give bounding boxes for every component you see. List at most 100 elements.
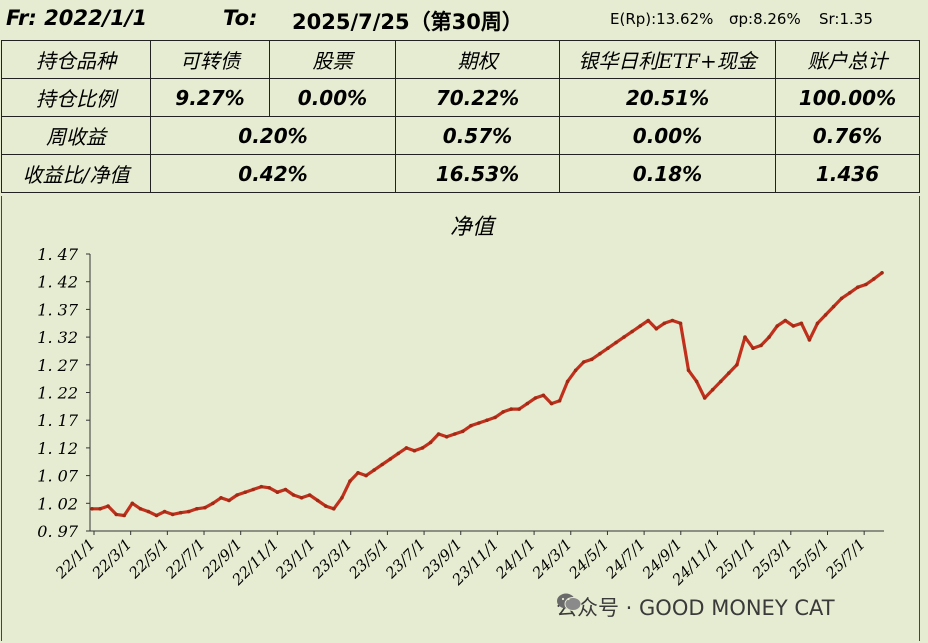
nav-data-point xyxy=(622,335,626,339)
nav-data-point xyxy=(525,401,530,406)
nav-data-point xyxy=(444,435,449,439)
nav-data-point xyxy=(791,324,796,328)
table-cell: 0.42% xyxy=(150,154,396,193)
nav-data-point xyxy=(831,304,836,309)
nav-data-point xyxy=(598,351,602,356)
nav-data-point xyxy=(638,324,642,328)
x-tick-label: 22/1/1 xyxy=(51,535,99,583)
row-label: 持仓比例 xyxy=(1,78,151,117)
nav-data-point xyxy=(775,324,779,328)
header-cell: 可转债 xyxy=(150,40,270,79)
nav-data-point xyxy=(291,493,296,497)
nav-data-point xyxy=(203,505,207,510)
nav-data-point xyxy=(219,496,223,500)
y-tick-label: 1. 02 xyxy=(37,494,78,513)
wechat-icon xyxy=(557,593,582,611)
nav-data-point xyxy=(251,487,255,492)
table-cell: 1.436 xyxy=(775,154,920,193)
nav-data-point xyxy=(380,462,385,467)
nav-data-point xyxy=(848,291,852,295)
x-tick-label: 22/5/1 xyxy=(125,535,173,583)
nav-data-point xyxy=(436,432,441,436)
nav-data-point xyxy=(509,407,513,411)
nav-data-point xyxy=(195,507,199,511)
x-tick-label: 25/7/1 xyxy=(821,535,869,583)
nav-data-point xyxy=(114,512,118,517)
nav-data-point xyxy=(662,321,667,326)
y-tick-label: 1. 47 xyxy=(37,245,79,264)
nav-data-point xyxy=(541,393,546,398)
nav-data-point xyxy=(864,282,868,287)
header-cell: 股票 xyxy=(269,40,396,79)
nav-data-point xyxy=(178,510,183,515)
nav-data-point xyxy=(517,407,521,411)
nav-data-point xyxy=(170,512,175,517)
table-cell: 0.18% xyxy=(559,154,776,193)
nav-data-point xyxy=(275,490,280,495)
nav-data-point xyxy=(815,321,820,326)
nav-data-point xyxy=(332,507,336,511)
nav-data-point xyxy=(767,335,771,339)
nav-data-point xyxy=(186,509,191,514)
weekly-return-row: 周收益 0.20% 0.57% 0.00% 0.76% xyxy=(1,116,920,155)
x-tick-label: 22/3/1 xyxy=(88,535,136,583)
nav-data-point xyxy=(614,340,618,345)
table-cell: 100.00% xyxy=(775,78,920,117)
nav-data-point xyxy=(469,423,473,428)
nav-data-point xyxy=(324,504,328,508)
table-cell: 20.51% xyxy=(559,78,776,117)
nav-data-point xyxy=(453,432,457,436)
table-cell: 16.53% xyxy=(395,154,560,193)
nav-data-point xyxy=(727,371,731,375)
nav-data-point xyxy=(146,509,151,514)
portfolio-table: 持仓品种 可转债 股票 期权 银华日利ETF+现金 账户总计 持仓比例 9.27… xyxy=(1,40,920,193)
nav-data-point xyxy=(590,357,594,362)
nav-data-point xyxy=(493,415,497,420)
nav-data-point xyxy=(138,507,143,511)
nav-data-point xyxy=(751,346,755,350)
table-cell: 0.00% xyxy=(269,78,396,117)
nav-data-point xyxy=(211,501,215,506)
nav-data-point xyxy=(477,421,481,425)
nav-data-point xyxy=(364,473,368,478)
y-tick-label: 0. 97 xyxy=(37,522,79,541)
nav-data-point xyxy=(307,493,312,497)
nav-data-point xyxy=(90,507,94,511)
nav-data-point xyxy=(340,496,344,500)
nav-data-point xyxy=(686,368,691,373)
y-tick-label: 1. 12 xyxy=(37,439,78,458)
y-tick-label: 1. 17 xyxy=(37,411,79,430)
row-label: 周收益 xyxy=(1,116,151,155)
volatility: σp:8.26% xyxy=(729,10,801,28)
position-row: 持仓比例 9.27% 0.00% 70.22% 20.51% 100.00% xyxy=(1,78,920,117)
nav-data-point xyxy=(267,486,272,490)
nav-line-chart: 净值 0. 97 1. 02 1. 07 1. 12 1. 17 1. 22 1. 27 1.… xyxy=(37,215,884,589)
nav-data-point xyxy=(372,468,376,472)
y-tick-label: 1. 32 xyxy=(37,328,78,347)
nav-data-point xyxy=(872,277,876,281)
nav-data-point xyxy=(702,396,707,400)
nav-data-point xyxy=(130,501,135,506)
x-tick-label: 23/3/1 xyxy=(308,535,356,583)
x-tick-label: 24/3/1 xyxy=(528,535,576,583)
x-tick-label: 25/5/1 xyxy=(785,535,833,583)
table-header-row: 持仓品种 可转债 股票 期权 银华日利ETF+现金 账户总计 xyxy=(1,40,920,79)
row-label: 收益比/净值 xyxy=(1,154,151,193)
nav-data-point xyxy=(670,318,675,323)
x-tick-label: 24/5/1 xyxy=(565,535,613,583)
nav-data-point xyxy=(533,396,538,400)
nav-data-point xyxy=(573,368,578,373)
table-cell: 0.00% xyxy=(559,116,776,155)
nav-data-point xyxy=(315,498,320,503)
nav-data-point xyxy=(630,329,634,334)
chart-panel: 净值 0. 97 1. 02 1. 07 1. 12 1. 17 1. 22 1. 27 1.… xyxy=(1,196,920,641)
nav-data-point xyxy=(678,321,683,326)
x-tick-label: 25/1/1 xyxy=(711,535,759,583)
x-tick-label: 25/3/1 xyxy=(748,535,796,583)
y-tick-label: 1. 22 xyxy=(37,384,78,403)
nav-data-point xyxy=(485,418,489,422)
nav-data-point xyxy=(694,379,699,384)
nav-data-point xyxy=(606,346,610,350)
ratio-row: 收益比/净值 0.42% 16.53% 0.18% 1.436 xyxy=(1,154,920,193)
nav-data-point xyxy=(428,440,433,445)
